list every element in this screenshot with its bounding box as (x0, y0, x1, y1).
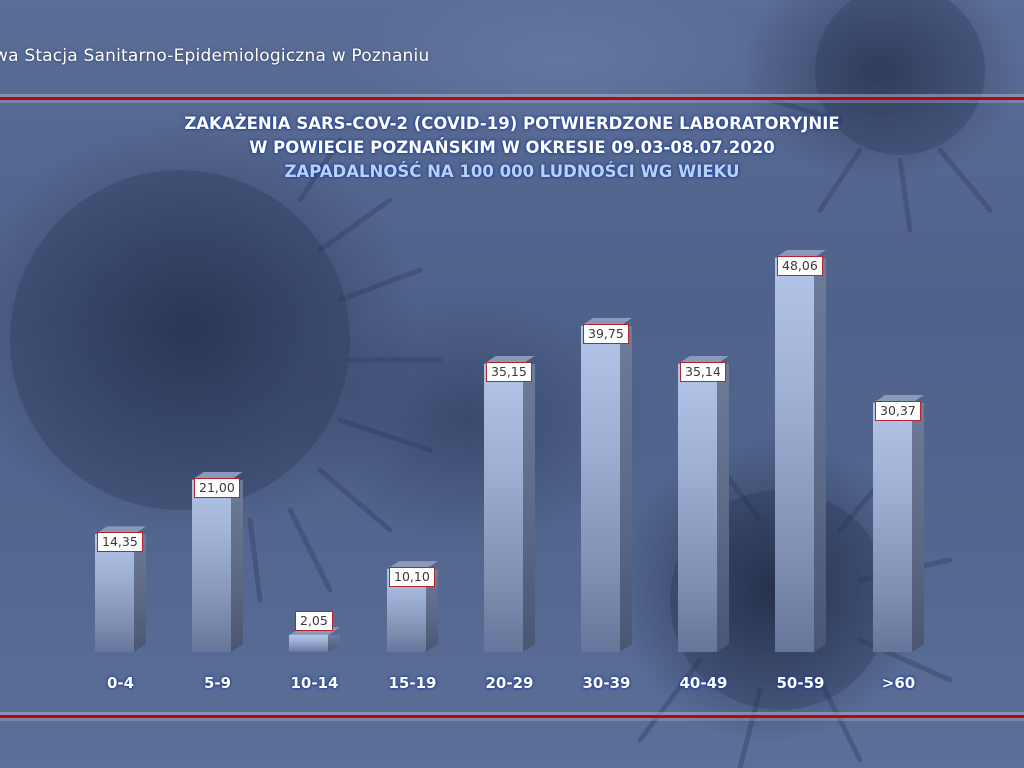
bottom-red-rule (0, 715, 1024, 718)
bar-20-29 (484, 355, 535, 652)
bar-50-59 (775, 249, 826, 652)
bar-top-face (581, 318, 632, 327)
value-label: 48,06 (777, 255, 823, 276)
bar-side-face (912, 403, 924, 652)
category-label: 15-19 (388, 674, 437, 692)
category-label: 20-29 (485, 674, 534, 692)
value-label: 21,00 (194, 477, 240, 498)
bar->60 (873, 394, 924, 652)
top-red-rule (0, 97, 1024, 100)
organization-name: wa Stacja Sanitarno-Epidemiologiczna w P… (0, 46, 430, 66)
bar-5-9 (192, 471, 243, 652)
bar-front-face (775, 257, 814, 652)
bar-front-face (484, 363, 523, 652)
value-label: 30,37 (875, 400, 921, 421)
value-label: 10,10 (389, 567, 435, 588)
bar-top-face (387, 561, 438, 570)
category-label: 40-49 (679, 674, 728, 692)
bar-side-face (620, 326, 632, 652)
bar-top-face (95, 526, 146, 535)
chart-title-line1: ZAKAŻENIA SARS-COV-2 (COVID-19) POTWIERD… (184, 114, 840, 133)
chart-title-line2: W POWIECIE POZNAŃSKIM W OKRESIE 09.03-08… (249, 138, 775, 157)
category-label: 0-4 (106, 674, 135, 692)
value-label: 35,15 (486, 361, 532, 382)
bar-side-face (426, 569, 438, 652)
bar-top-face (192, 471, 243, 480)
bar-top-face (873, 394, 924, 403)
value-label: 2,05 (295, 611, 333, 632)
bar-front-face (873, 402, 912, 652)
bar-side-face (717, 364, 729, 652)
category-label: 50-59 (776, 674, 825, 692)
bar-40-49 (678, 355, 729, 652)
category-label: 30-39 (582, 674, 631, 692)
value-label: 39,75 (583, 324, 629, 345)
bar-side-face (328, 635, 340, 652)
bar-side-face (231, 480, 243, 652)
bar-10-14 (289, 627, 340, 652)
bar-0-4 (95, 526, 146, 652)
bar-top-face (678, 355, 729, 364)
bar-front-face (289, 635, 328, 652)
bar-side-face (814, 258, 826, 652)
bar-side-face (134, 534, 146, 652)
bar-front-face (192, 479, 231, 652)
bar-top-face (289, 627, 340, 636)
bar-side-face (523, 364, 535, 652)
category-label: >60 (881, 674, 916, 692)
bar-front-face (678, 363, 717, 652)
value-label: 14,35 (97, 532, 143, 553)
bar-front-face (581, 326, 620, 652)
bar-front-face (95, 534, 134, 652)
bar-30-39 (581, 318, 632, 652)
category-label: 10-14 (290, 674, 339, 692)
category-label: 5-9 (203, 674, 232, 692)
chart-title: ZAKAŻENIA SARS-COV-2 (COVID-19) POTWIERD… (0, 112, 1024, 184)
bar-top-face (484, 355, 535, 364)
value-label: 35,14 (680, 361, 726, 382)
chart-subtitle: ZAPADALNOŚĆ NA 100 000 LUDNOŚCI WG WIEKU (284, 162, 740, 181)
bar-top-face (775, 249, 826, 258)
